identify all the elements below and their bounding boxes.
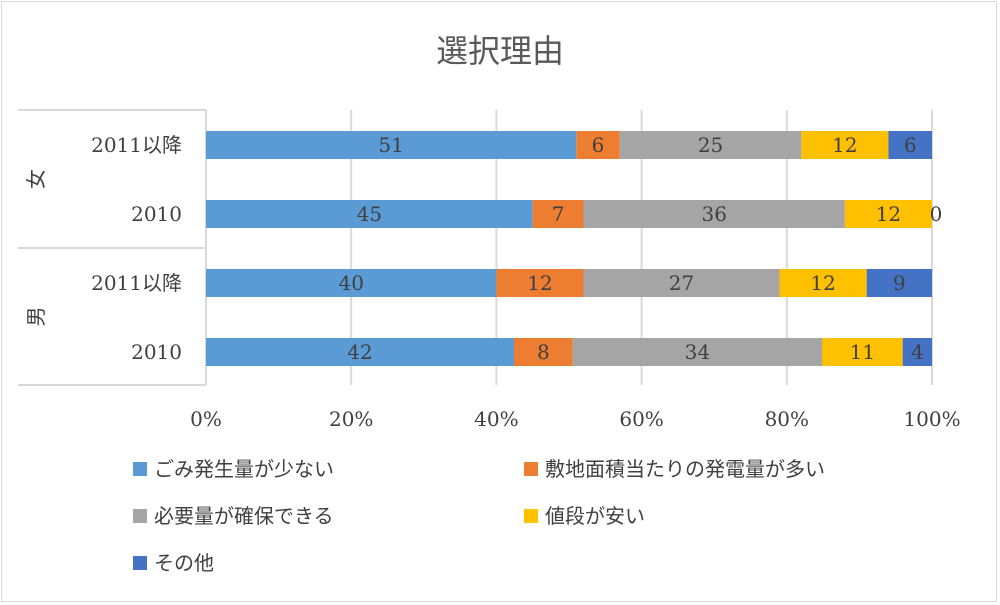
data-label: 4: [911, 340, 924, 364]
bar-segment: [902, 338, 932, 366]
legend-label: 必要量が確保できる: [154, 504, 334, 528]
data-label: 40: [338, 271, 363, 295]
bar-segment: [844, 200, 932, 228]
x-tick-label: 100%: [903, 407, 960, 431]
x-tick-label: 20%: [329, 407, 373, 431]
bar-segment: [619, 131, 802, 159]
bar-segment: [206, 131, 577, 159]
data-label: 42: [347, 340, 372, 364]
bar-segment: [866, 269, 932, 297]
bar-segment: [206, 200, 533, 228]
bar-segment: [514, 338, 573, 366]
data-label: 11: [850, 340, 875, 364]
bar-segment: [572, 338, 822, 366]
x-tick-label: 80%: [765, 407, 809, 431]
legend-label: 敷地面積当たりの発電量が多い: [545, 457, 825, 481]
legend-swatch: [133, 556, 147, 570]
data-label: 7: [552, 202, 565, 226]
data-label: 36: [701, 202, 726, 226]
bar-segment: [206, 338, 514, 366]
category-label: 2011以降: [91, 133, 182, 157]
bar-segment: [822, 338, 903, 366]
data-label: 12: [527, 271, 552, 295]
bar-segment: [206, 269, 497, 297]
x-tick-label: 0%: [190, 407, 222, 431]
data-label: 6: [904, 133, 917, 157]
data-label: 6: [592, 133, 605, 157]
data-label: 25: [698, 133, 723, 157]
legend-label: その他: [154, 551, 214, 575]
legend-label: ごみ発生量が少ない: [154, 457, 334, 481]
legend-swatch: [524, 462, 538, 476]
group-label: 女: [24, 169, 48, 189]
bar-segment: [583, 269, 780, 297]
data-label: 12: [832, 133, 857, 157]
data-label: 9: [893, 271, 906, 295]
legend-swatch: [133, 509, 147, 523]
bar-segment: [532, 200, 584, 228]
x-tick-label: 40%: [474, 407, 518, 431]
data-label: 34: [685, 340, 710, 364]
bar-segment: [888, 131, 932, 159]
data-label: 27: [669, 271, 694, 295]
category-label: 2010: [131, 340, 182, 364]
chart-title: 選択理由: [436, 32, 564, 70]
data-label: 12: [810, 271, 835, 295]
bar-segment: [779, 269, 867, 297]
bar-segment: [576, 131, 620, 159]
bar-segment: [801, 131, 889, 159]
bar-segment: [496, 269, 584, 297]
category-label: 2011以降: [91, 271, 182, 295]
data-label: 0: [930, 202, 943, 226]
legend-swatch: [133, 462, 147, 476]
legend-label: 値段が安い: [545, 504, 645, 528]
x-tick-label: 60%: [619, 407, 663, 431]
data-label: 45: [357, 202, 382, 226]
data-label: 12: [876, 202, 901, 226]
category-label: 2010: [131, 202, 182, 226]
group-label: 男: [24, 307, 48, 327]
legend-swatch: [524, 509, 538, 523]
data-label: 51: [378, 133, 403, 157]
bar-segment: [583, 200, 845, 228]
data-label: 8: [537, 340, 550, 364]
